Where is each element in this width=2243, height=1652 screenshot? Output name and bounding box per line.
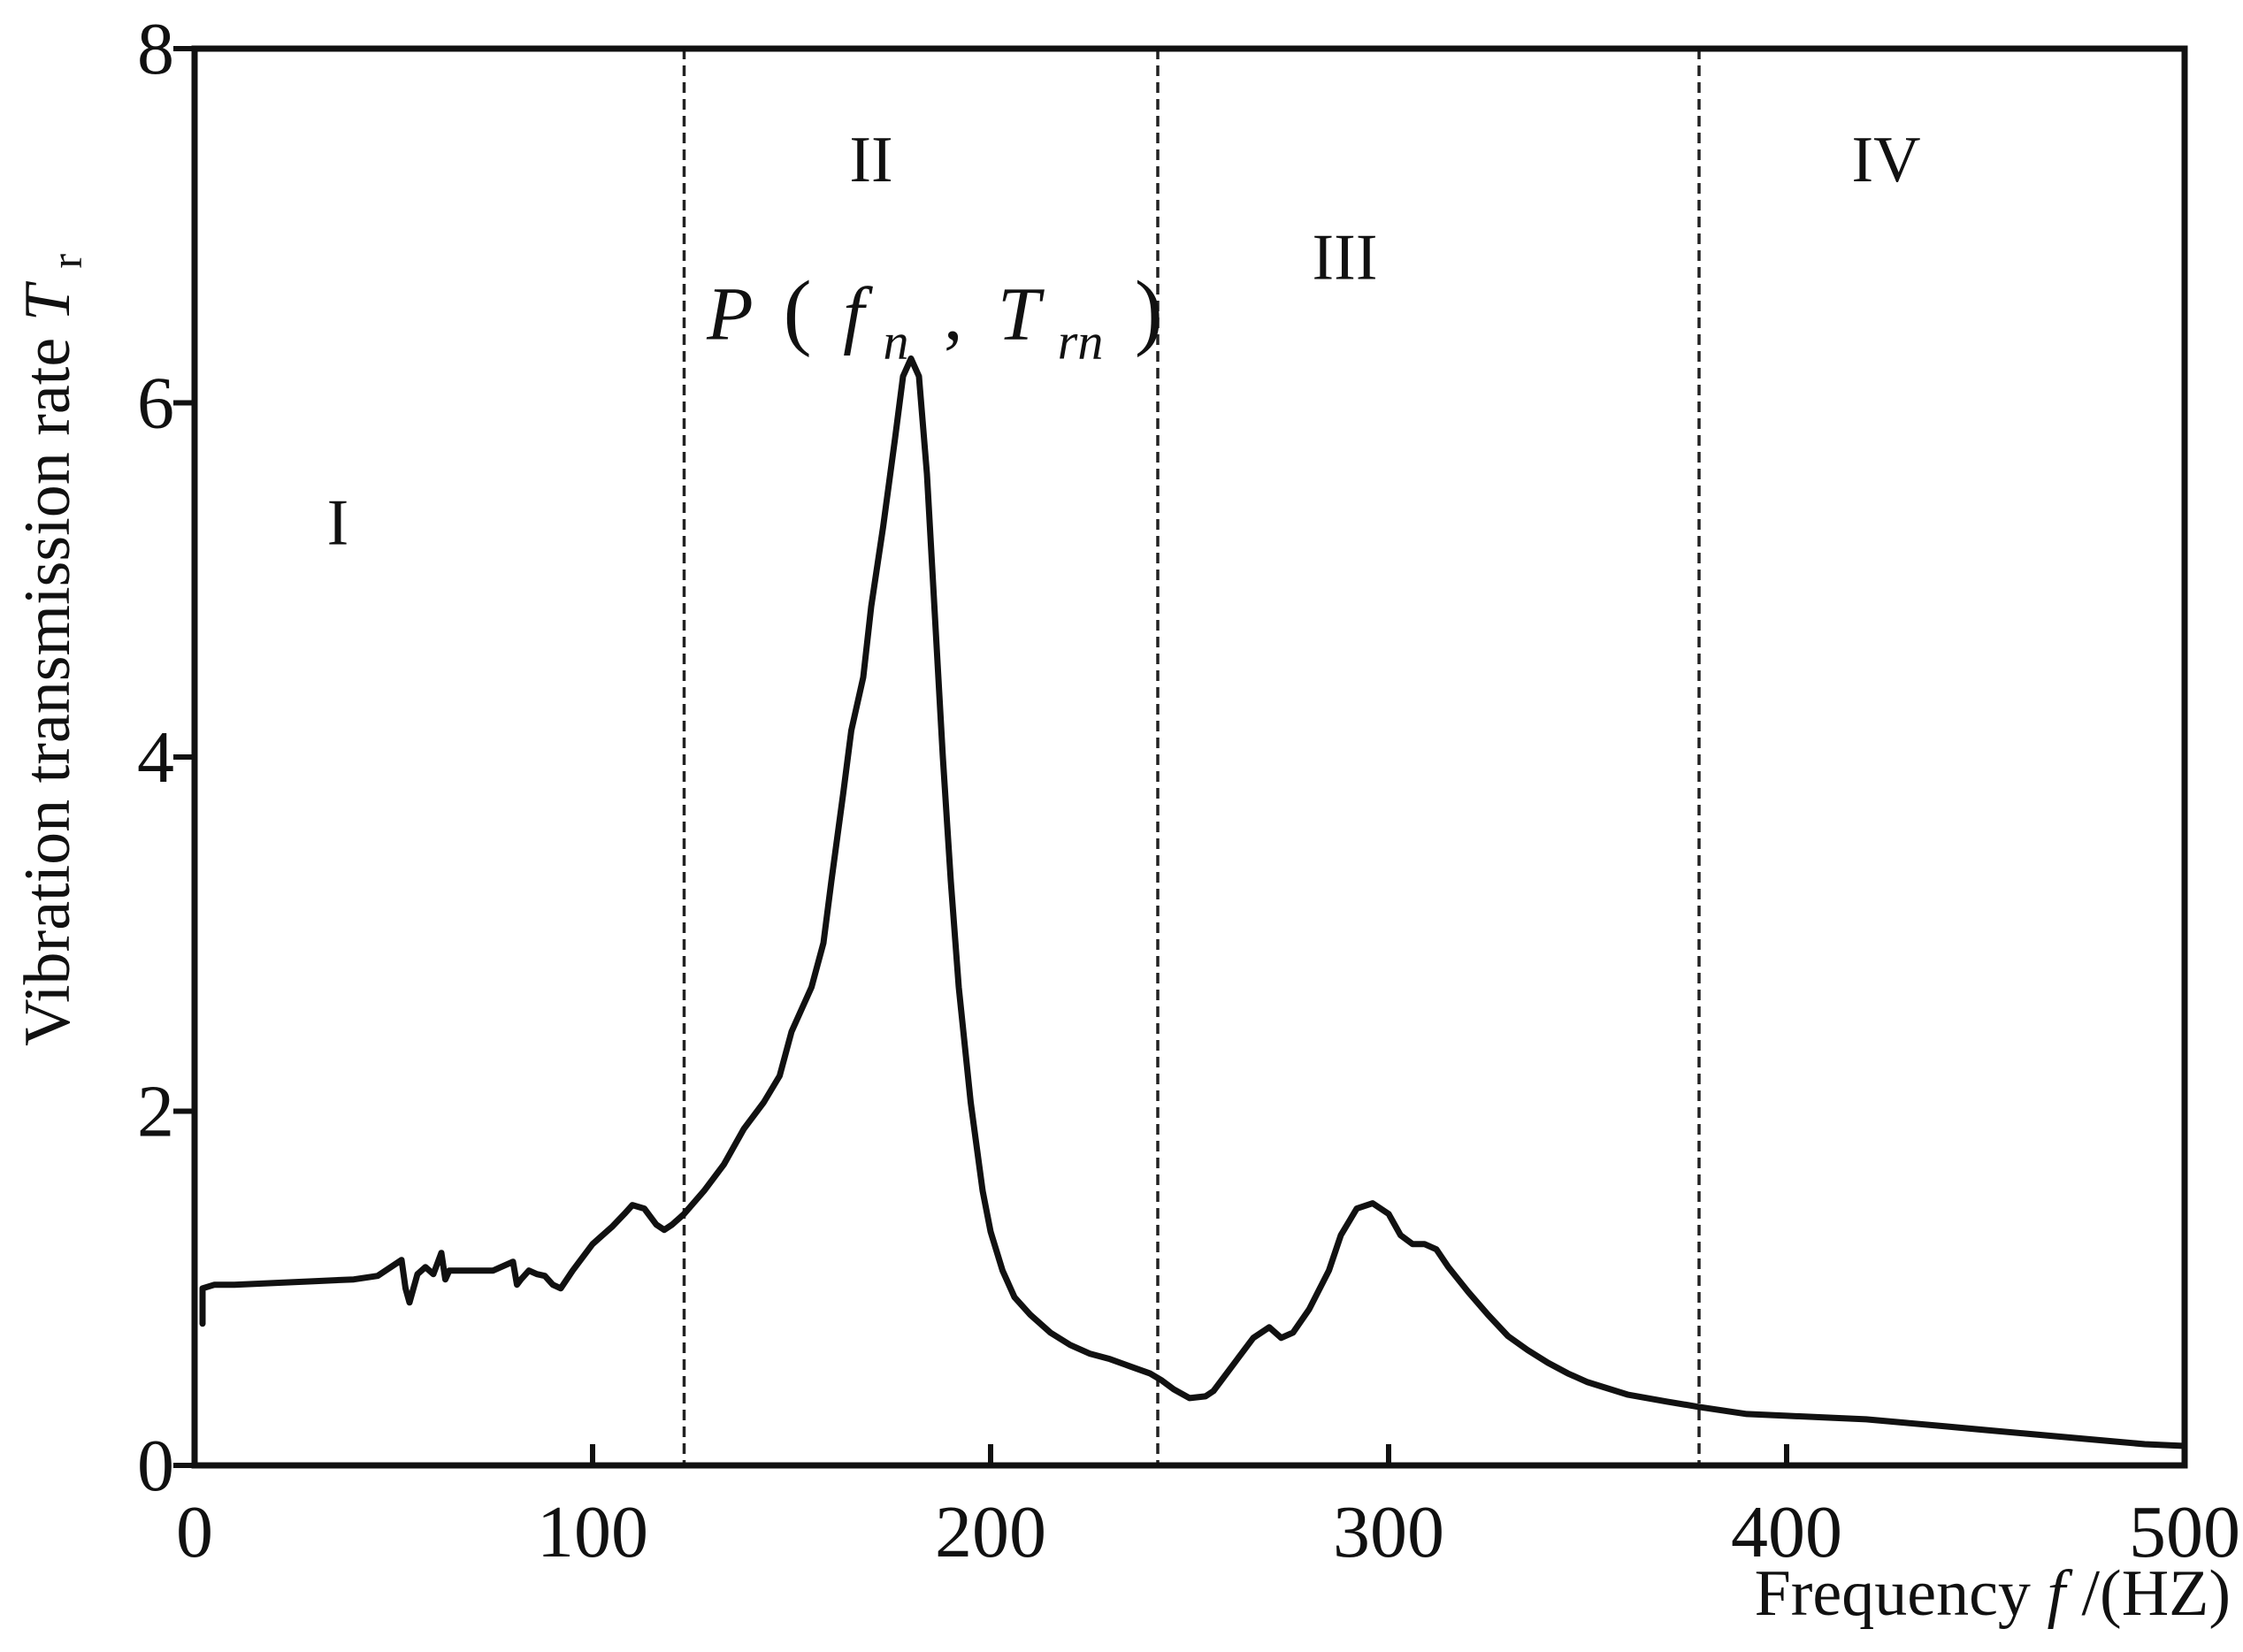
y-axis-title-text: Vibration transmission rate — [11, 321, 84, 1046]
region-boundaries — [682, 49, 1701, 1465]
y-tick-label: 0 — [137, 1425, 174, 1507]
x-tick-label: 300 — [1333, 1491, 1444, 1573]
x-tick-label: 0 — [176, 1491, 213, 1573]
y-tick-label: 6 — [137, 363, 174, 445]
peak-annotation: P ( f n , T rn ) — [706, 263, 1163, 375]
peak-annotation-open-paren: ( — [784, 263, 812, 357]
region-label: I — [327, 487, 349, 560]
y-tick-label: 8 — [137, 8, 174, 90]
region-label: III — [1313, 221, 1378, 294]
x-tick-label: 100 — [537, 1491, 648, 1573]
series-line-transmission-rate — [199, 355, 2188, 1449]
x-tick-label: 500 — [2129, 1491, 2240, 1573]
x-axis-title-unit: /(HZ) — [2082, 1557, 2232, 1630]
x-tick-label: 400 — [1731, 1491, 1842, 1573]
region-label: II — [849, 124, 892, 196]
y-axis-title-subscript: r — [42, 254, 91, 269]
axis-tick-labels: 0 2 4 6 8 0 100 200 300 400 500 — [137, 8, 2240, 1573]
plot-frame — [191, 45, 2188, 1469]
x-axis-title-text: Frequency — [1755, 1557, 2048, 1630]
peak-annotation-t-subscript: rn — [1058, 312, 1104, 370]
peak-annotation-t: T — [998, 271, 1045, 356]
y-axis-title: Vibration transmission rate T r — [11, 254, 91, 1046]
peak-annotation-close-paren: ) — [1135, 263, 1163, 357]
peak-annotation-f-subscript: n — [884, 312, 909, 370]
y-tick-label: 4 — [137, 716, 174, 799]
peak-annotation-p: P — [706, 271, 752, 356]
y-tick-label: 2 — [137, 1071, 174, 1153]
region-label: IV — [1851, 124, 1920, 196]
peak-annotation-comma: , — [944, 271, 963, 356]
peak-annotation-f: f — [843, 271, 873, 356]
x-axis-title: Frequency f /(HZ) — [1755, 1557, 2231, 1630]
x-tick-label: 200 — [935, 1491, 1046, 1573]
y-axis-title-variable: T — [11, 280, 84, 321]
x-axis-title-variable: f — [2047, 1557, 2073, 1630]
